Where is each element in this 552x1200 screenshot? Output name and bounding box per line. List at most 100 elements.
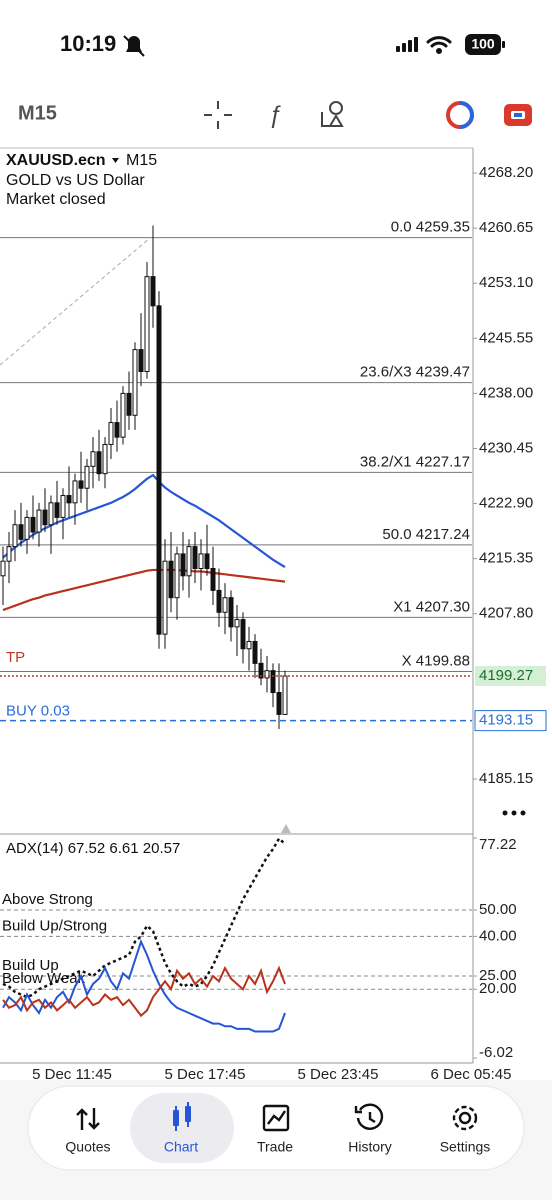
moving-average [2, 568, 286, 612]
fib-level-price: 4227.17 [416, 453, 470, 470]
candle-body [108, 422, 114, 445]
reading: 67.52 [68, 840, 106, 857]
y-tick-label: 4238.00 [479, 384, 533, 401]
battery [465, 34, 501, 55]
candle-body [174, 553, 180, 599]
symbol[interactable]: XAUUSD.ecn [6, 152, 106, 169]
candle-body [66, 495, 72, 504]
fib-level-price: 4207.30 [416, 598, 470, 615]
settings-icon [452, 1105, 478, 1131]
candle-body [192, 546, 198, 569]
level-label: Below Weak [2, 970, 86, 987]
di-line [2, 938, 286, 1033]
candle-body [270, 670, 276, 694]
candle-body [168, 560, 174, 599]
fib-level-price: 4217.24 [416, 526, 470, 543]
symbol-dropdown[interactable] [112, 158, 119, 163]
y-tick-label: 4245.55 [479, 329, 533, 346]
candle-body [84, 465, 90, 489]
candle-body [30, 516, 36, 533]
candle-body [132, 349, 138, 416]
nav-bar [27, 1085, 525, 1171]
battery-tip [502, 41, 505, 48]
bid-label-bg [475, 665, 546, 686]
status-time: 10:19 [60, 31, 116, 56]
order-label: BUY 0.03 [6, 703, 70, 720]
nav-selected [130, 1093, 234, 1163]
candle-body [6, 546, 12, 562]
fib-level-name: 23.6/X3 [360, 364, 412, 381]
candle-body [78, 480, 84, 489]
indicator-title: ADX(14) 67.52 6.61 20.57 [6, 840, 180, 857]
y-tick-label: 4260.65 [479, 219, 533, 236]
order-price-label: 4193.15 [479, 712, 533, 729]
level-label: Build Up/Strong [2, 917, 107, 934]
y-tick-label: 77.22 [479, 836, 517, 853]
fib-level-price: 4239.47 [416, 364, 470, 381]
di-line [2, 965, 286, 1018]
fib-label: X1 4207.30 [393, 598, 470, 615]
candle-body [210, 567, 216, 591]
wifi-icon [426, 36, 452, 54]
candle-body [120, 392, 126, 438]
history-icon [354, 1103, 384, 1130]
candle-body [0, 560, 6, 577]
candle-body [156, 305, 162, 635]
candle-body [240, 619, 246, 650]
y-tick-label: 4222.90 [479, 495, 533, 512]
fib-label: 23.6/X3 4239.47 [360, 364, 470, 381]
objects-button[interactable] [321, 101, 344, 127]
nav-label[interactable]: History [348, 1139, 392, 1155]
candle-body [60, 495, 66, 518]
timeframe-button[interactable]: M15 [18, 102, 57, 124]
candle-body [90, 451, 96, 467]
panel-resize-handle[interactable] [281, 824, 291, 833]
nav-label[interactable]: Trade [257, 1139, 293, 1155]
candle-body [198, 553, 204, 569]
fib-level-name: 0.0 [391, 219, 412, 236]
chart-icon [173, 1102, 191, 1131]
chart-timeframe: M15 [126, 152, 157, 169]
fib-trend-line [0, 237, 151, 366]
y-tick-label: 4215.35 [479, 550, 533, 567]
indicator-name: ADX(14) [6, 840, 64, 857]
candle-body [72, 480, 78, 504]
nav-label[interactable]: Chart [164, 1139, 198, 1155]
nav-label[interactable]: Settings [440, 1139, 491, 1155]
indicators-button[interactable]: ƒ [268, 101, 281, 128]
candle-body [42, 509, 48, 526]
y-tick-label: 40.00 [479, 927, 517, 944]
bid-label: 4199.27 [479, 667, 533, 684]
candle-body [216, 589, 222, 613]
fib-level-name: X [402, 652, 412, 669]
candle-body [276, 692, 282, 715]
nav-label[interactable]: Quotes [65, 1139, 110, 1155]
moving-average [2, 473, 286, 568]
candle-body [150, 276, 156, 307]
candle-body [222, 597, 228, 613]
y-tick-label: 4268.20 [479, 164, 533, 181]
account-button[interactable] [446, 101, 474, 129]
crosshair-button[interactable] [204, 101, 232, 129]
x-tick-label: 5 Dec 17:45 [165, 1066, 246, 1083]
fib-label: 50.0 4217.24 [382, 526, 470, 543]
level-label: Above Strong [2, 891, 93, 908]
level-label: Build Up [2, 957, 59, 974]
candle-body [114, 422, 120, 438]
candle-body [36, 509, 42, 533]
fib-level-name: 38.2/X1 [360, 453, 412, 470]
trade-button[interactable] [504, 104, 532, 126]
x-tick-label: 6 Dec 05:45 [431, 1066, 512, 1083]
more-button[interactable] [502, 810, 526, 816]
take-profit-label: TP [6, 649, 25, 666]
mute-icon [123, 35, 145, 57]
fib-level-price: 4259.35 [416, 219, 470, 236]
y-tick-label: 4207.80 [479, 605, 533, 622]
candle-body [144, 276, 150, 372]
fib-level-price: 4199.88 [416, 652, 470, 669]
candle-body [138, 349, 144, 372]
candle-body [54, 502, 60, 518]
fib-level-name: 50.0 [382, 526, 411, 543]
description: GOLD vs US Dollar [6, 172, 145, 189]
